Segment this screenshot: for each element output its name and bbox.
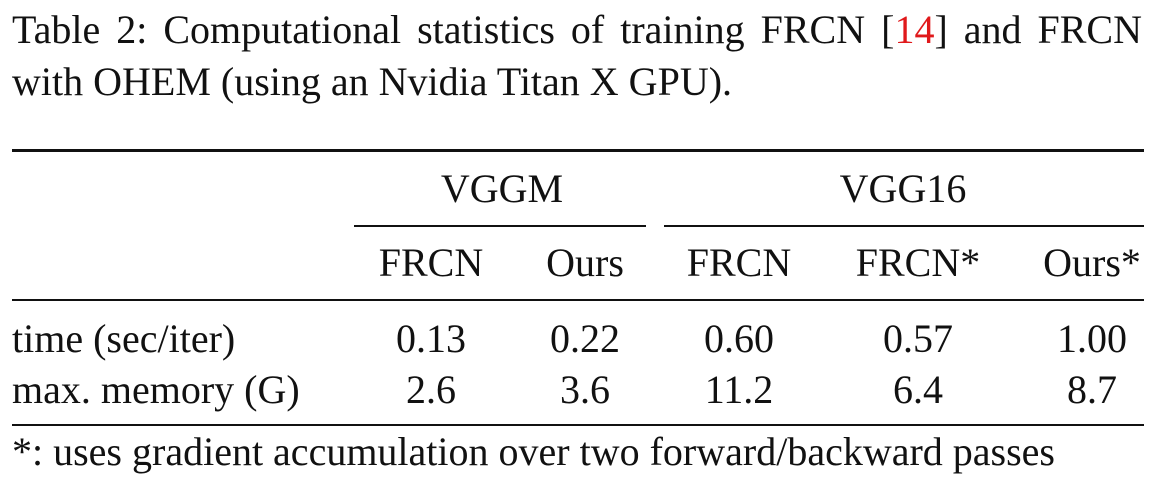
column-header-vggm-ours: Ours: [546, 240, 624, 285]
column-header-vgg16-frcn-star: FRCN*: [855, 240, 981, 285]
table-cell: 0.57: [883, 316, 953, 361]
table-caption: Table 2: Computational statistics of tra…: [12, 4, 1142, 108]
table-cell: 0.22: [550, 316, 620, 361]
table-cell: 2.6: [406, 367, 456, 412]
table-cell: 3.6: [560, 367, 610, 412]
column-header-vgg16-ours-star: Ours*: [1043, 240, 1141, 285]
table-cell: 11.2: [704, 367, 774, 412]
group-header-vggm: VGGM: [440, 166, 564, 211]
table-footnote: *: uses gradient accumulation over two f…: [12, 429, 1055, 474]
table-cell: 1.00: [1057, 316, 1127, 361]
table-cell: 0.60: [704, 316, 774, 361]
caption-text: Table 2: Computational statistics of tra…: [12, 7, 895, 52]
row-label-time: time (sec/iter): [12, 316, 236, 361]
group-rule-vgg16: [664, 225, 1144, 227]
table-cell: 0.13: [396, 316, 466, 361]
table-cell: 6.4: [893, 367, 943, 412]
citation-link[interactable]: 14: [894, 7, 935, 52]
column-header-vggm-frcn: FRCN: [378, 240, 484, 285]
table-header-rule: [12, 299, 1144, 301]
table-bottom-rule: [12, 424, 1144, 426]
caption-text-end: ] and FRCN with OHEM (using an Nvidia Ti…: [12, 7, 1142, 104]
table-top-rule: [12, 149, 1144, 152]
column-header-vgg16-frcn: FRCN: [686, 240, 792, 285]
group-rule-vggm: [354, 225, 646, 227]
row-label-memory: max. memory (G): [12, 367, 300, 412]
table-cell: 8.7: [1067, 367, 1117, 412]
group-header-vgg16: VGG16: [839, 166, 967, 211]
